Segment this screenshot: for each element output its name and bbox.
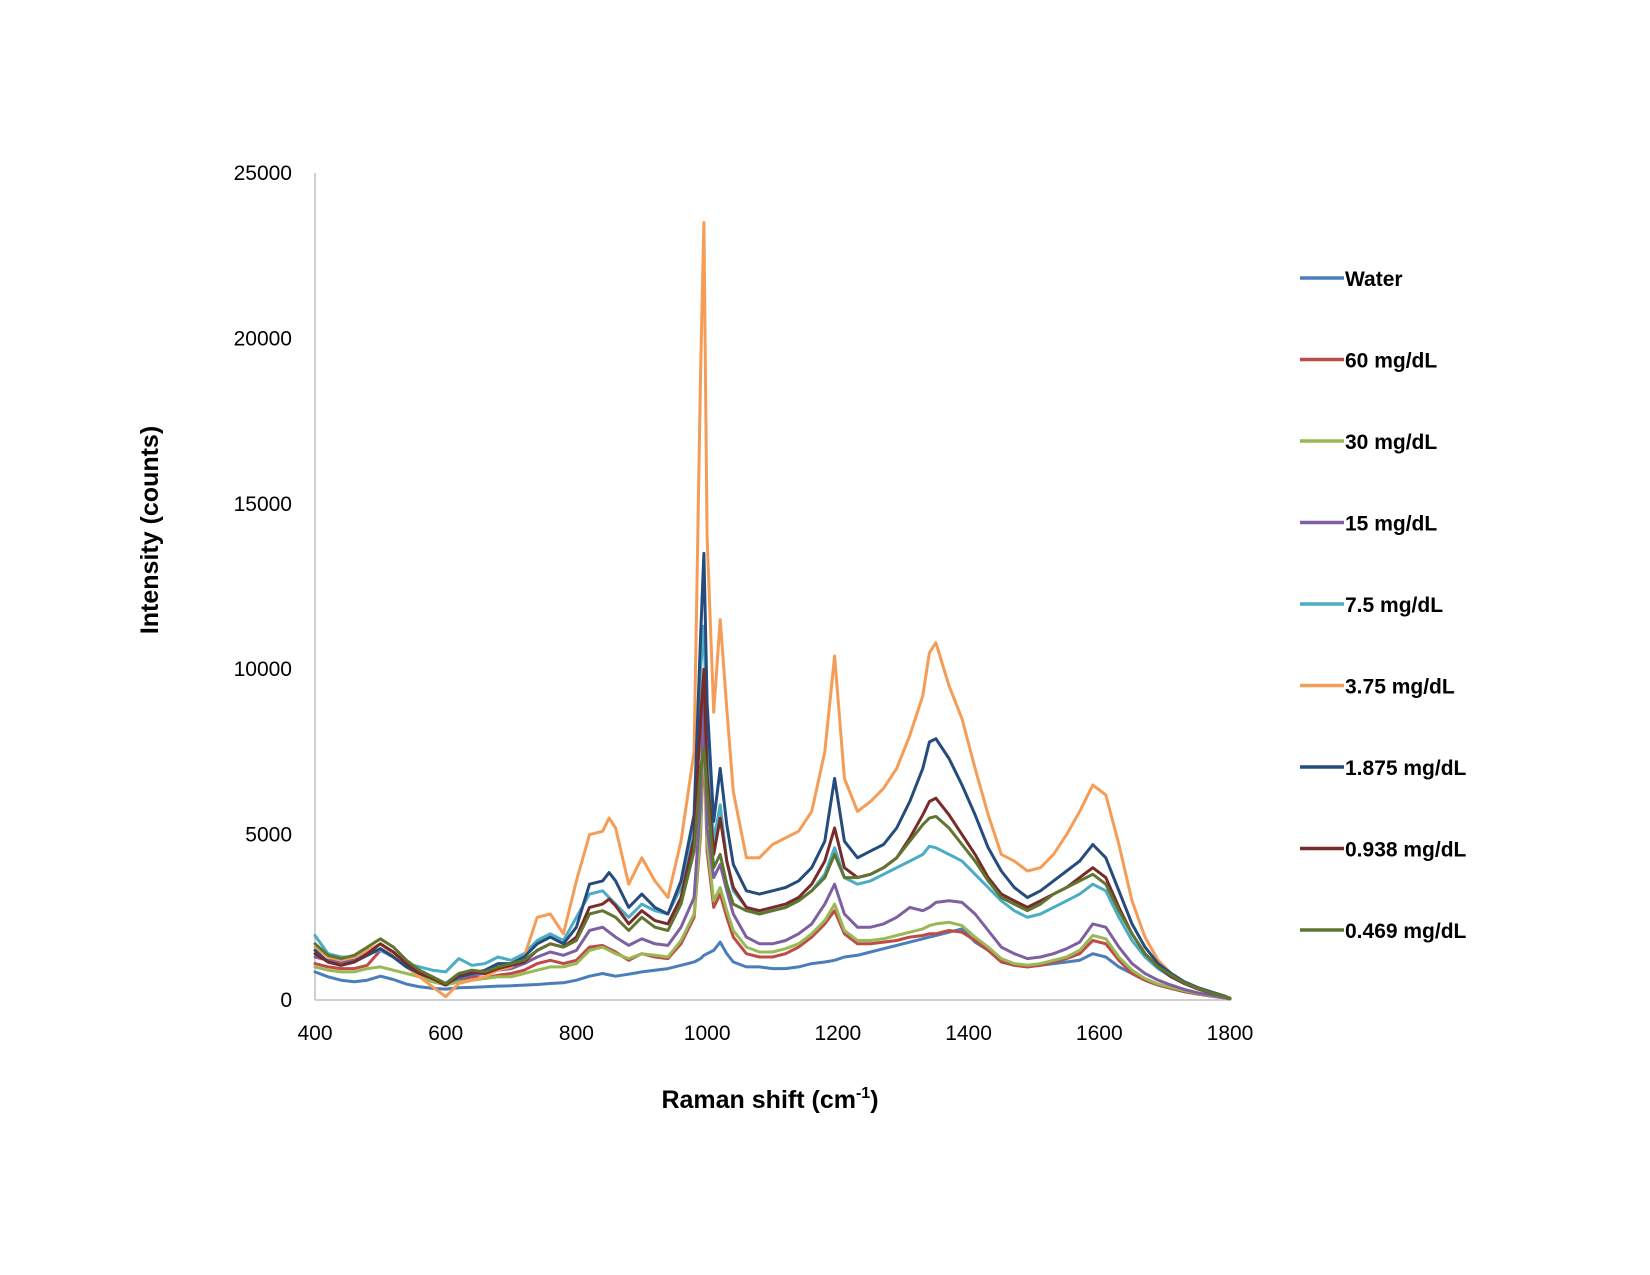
y-tick-label: 25000: [234, 162, 292, 185]
legend-label: 60 mg/dL: [1345, 350, 1437, 373]
legend-label: 0.469 mg/dL: [1345, 920, 1467, 943]
chart-axes: [314, 173, 1230, 1001]
legend-label: 1.875 mg/dL: [1345, 757, 1467, 780]
x-tick-label: 1000: [684, 1022, 731, 1045]
series-line-0-938-mg-dl: [313, 667, 1232, 1000]
series-line-0-469-mg-dl: [313, 747, 1232, 1000]
x-axis-title-close: ): [870, 1086, 878, 1114]
x-tick-labels: 400 600 800 1000 1200 1400 1600 1800: [297, 1022, 1253, 1045]
legend-label: 30 mg/dL: [1345, 431, 1437, 454]
legend: Water 60 mg/dL 30 mg/dL 15 mg/dL 7.5 mg/dL 3.…: [1300, 268, 1467, 943]
x-tick-label: 1400: [945, 1022, 992, 1045]
y-tick-label: 0: [280, 989, 292, 1012]
x-tick-label: 1800: [1207, 1022, 1254, 1045]
series-line-1-875-mg-dl: [313, 551, 1232, 1000]
x-tick-label: 1200: [814, 1022, 861, 1045]
series-lines: [313, 221, 1232, 1001]
legend-label: 15 mg/dL: [1345, 513, 1437, 536]
x-tick-label: 600: [428, 1022, 463, 1045]
x-tick-label: 400: [297, 1022, 332, 1045]
x-tick-label: 800: [559, 1022, 594, 1045]
x-tick-label: 1600: [1076, 1022, 1123, 1045]
y-axis-title: Intensity (counts): [136, 426, 164, 634]
y-tick-label: 10000: [234, 658, 292, 681]
y-tick-labels: 0 5000 10000 15000 20000 25000: [234, 162, 292, 1012]
y-tick-label: 20000: [234, 327, 292, 350]
series-line-7-5-mg-dl: [313, 624, 1232, 1000]
y-tick-label: 15000: [234, 493, 292, 516]
y-tick-label: 5000: [245, 824, 292, 847]
legend-label: 3.75 mg/dL: [1345, 676, 1455, 699]
series-line-3-75-mg-dl: [313, 221, 1232, 1000]
legend-label: Water: [1345, 268, 1403, 291]
legend-label: 0.938 mg/dL: [1345, 839, 1467, 862]
x-axis-title-main: Raman shift (cm: [661, 1086, 855, 1114]
x-axis-title-superscript: -1: [856, 1085, 870, 1102]
series-line-water: [313, 927, 1232, 1001]
legend-label: 7.5 mg/dL: [1345, 594, 1443, 617]
x-axis-title: Raman shift (cm-1): [661, 1085, 878, 1114]
